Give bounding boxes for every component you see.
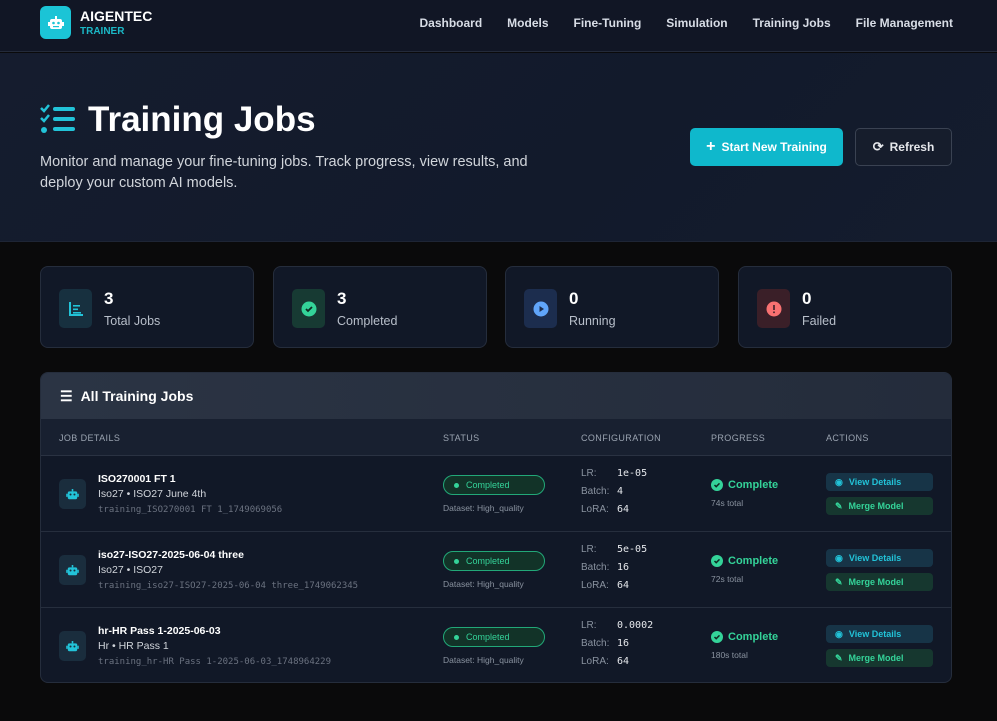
view-details-button[interactable]: ◉ View Details xyxy=(826,473,933,491)
stat-failed: 0 Failed xyxy=(738,266,952,348)
plus-icon: + xyxy=(706,138,716,155)
hero-section xyxy=(0,53,997,242)
merge-model-button[interactable]: ✎ Merge Model xyxy=(826,573,933,591)
progress-status: Complete xyxy=(711,479,778,491)
job-name: ISO270001 FT 1 xyxy=(98,473,176,485)
stat-label: Failed xyxy=(802,314,837,328)
check-circle-icon xyxy=(711,631,723,643)
stat-value: 3 xyxy=(104,289,114,308)
brand-subtitle: TRAINER xyxy=(80,26,125,37)
start-new-training-button[interactable]: + Start New Training xyxy=(690,128,843,166)
dataset-label: Dataset: High_quality xyxy=(443,503,524,513)
config-lr: LR: 5e-05 xyxy=(581,544,648,555)
col-job-details: JOB DETAILS xyxy=(59,433,121,443)
page-title: Training Jobs xyxy=(88,100,316,139)
stat-label: Total Jobs xyxy=(104,314,161,328)
robot-icon xyxy=(59,555,86,585)
play-circle-icon xyxy=(524,289,557,328)
nav-models[interactable]: Models xyxy=(507,16,549,30)
pencil-icon: ✎ xyxy=(835,500,843,511)
stat-value: 3 xyxy=(337,289,347,308)
job-name: iso27-ISO27-2025-06-04 three xyxy=(98,549,244,561)
merge-model-button[interactable]: ✎ Merge Model xyxy=(826,497,933,515)
list-icon: ☰ xyxy=(60,387,73,404)
list-check-icon xyxy=(40,104,75,133)
nav-file-management[interactable]: File Management xyxy=(855,16,953,30)
robot-icon xyxy=(59,631,86,661)
stat-total-jobs: 3 Total Jobs xyxy=(40,266,254,348)
progress-total: 72s total xyxy=(711,574,744,584)
stat-value: 0 xyxy=(802,289,812,308)
stat-value: 0 xyxy=(569,289,579,308)
job-meta: Iso27 • ISO27 June 4th xyxy=(98,488,207,500)
eye-icon: ◉ xyxy=(835,628,843,639)
nav-dashboard[interactable]: Dashboard xyxy=(419,16,483,30)
refresh-icon: ⟳ xyxy=(872,139,884,154)
top-nav: AIGENTEC TRAINER Dashboard Models Fine-T… xyxy=(0,0,997,52)
config-batch: Batch: 16 xyxy=(581,562,630,573)
status-badge: Completed xyxy=(443,475,545,495)
table-title: All Training Jobs xyxy=(80,388,194,404)
view-details-button[interactable]: ◉ View Details xyxy=(826,625,933,643)
table-row: hr-HR Pass 1-2025-06-03 Hr • HR Pass 1 t… xyxy=(41,608,951,682)
progress-status: Complete xyxy=(711,631,778,643)
status-badge: Completed xyxy=(443,627,545,647)
pencil-icon: ✎ xyxy=(835,652,843,663)
progress-total: 180s total xyxy=(711,650,748,660)
table-header: JOB DETAILS STATUS CONFIGURATION PROGRES… xyxy=(41,419,951,456)
dataset-label: Dataset: High_quality xyxy=(443,655,524,665)
job-id: training_hr-HR Pass 1-2025-06-03_1748964… xyxy=(98,657,331,667)
job-name: hr-HR Pass 1-2025-06-03 xyxy=(98,625,221,637)
check-circle-icon xyxy=(292,289,325,328)
config-lr: LR: 1e-05 xyxy=(581,468,648,479)
check-circle-icon xyxy=(711,479,723,491)
col-status: STATUS xyxy=(443,433,480,443)
table-row: iso27-ISO27-2025-06-04 three Iso27 • ISO… xyxy=(41,532,951,608)
col-progress: PROGRESS xyxy=(711,433,766,443)
status-dot-icon xyxy=(454,482,459,488)
dataset-label: Dataset: High_quality xyxy=(443,579,524,589)
col-configuration: CONFIGURATION xyxy=(581,433,662,443)
stat-label: Running xyxy=(569,314,616,328)
robot-logo-icon[interactable] xyxy=(40,6,71,39)
refresh-button[interactable]: ⟳ Refresh xyxy=(855,128,952,166)
stat-label: Completed xyxy=(337,314,398,328)
job-id: training_ISO270001 FT 1_1749069056 xyxy=(98,505,283,515)
job-id: training_iso27-ISO27-2025-06-04 three_17… xyxy=(98,581,359,591)
chart-icon xyxy=(59,289,92,328)
exclamation-circle-icon xyxy=(757,289,790,328)
job-meta: Hr • HR Pass 1 xyxy=(98,640,169,652)
job-meta: Iso27 • ISO27 xyxy=(98,564,163,576)
config-lora: LoRA: 64 xyxy=(581,580,630,591)
progress-status: Complete xyxy=(711,555,778,567)
config-lora: LoRA: 64 xyxy=(581,656,630,667)
check-circle-icon xyxy=(711,555,723,567)
col-actions: ACTIONS xyxy=(826,433,869,443)
status-badge: Completed xyxy=(443,551,545,571)
stat-completed: 3 Completed xyxy=(273,266,487,348)
training-jobs-table: ☰ All Training Jobs JOB DETAILS STATUS CO… xyxy=(40,372,952,683)
nav-fine-tuning[interactable]: Fine-Tuning xyxy=(573,16,642,30)
config-lr: LR: 0.0002 xyxy=(581,620,654,631)
config-lora: LoRA: 64 xyxy=(581,504,630,515)
nav-simulation[interactable]: Simulation xyxy=(666,16,728,30)
progress-total: 74s total xyxy=(711,498,744,508)
eye-icon: ◉ xyxy=(835,552,843,563)
stat-running: 0 Running xyxy=(505,266,719,348)
table-row: ISO270001 FT 1 Iso27 • ISO27 June 4th tr… xyxy=(41,456,951,532)
view-details-button[interactable]: ◉ View Details xyxy=(826,549,933,567)
eye-icon: ◉ xyxy=(835,476,843,487)
status-dot-icon xyxy=(454,634,459,640)
config-batch: Batch: 16 xyxy=(581,638,630,649)
brand-name: AIGENTEC xyxy=(80,8,153,24)
nav-training-jobs[interactable]: Training Jobs xyxy=(752,16,831,30)
page-subtitle: Monitor and manage your fine-tuning jobs… xyxy=(40,154,528,191)
config-batch: Batch: 4 xyxy=(581,486,624,497)
status-dot-icon xyxy=(454,558,459,564)
merge-model-button[interactable]: ✎ Merge Model xyxy=(826,649,933,667)
robot-icon xyxy=(59,479,86,509)
pencil-icon: ✎ xyxy=(835,576,843,587)
